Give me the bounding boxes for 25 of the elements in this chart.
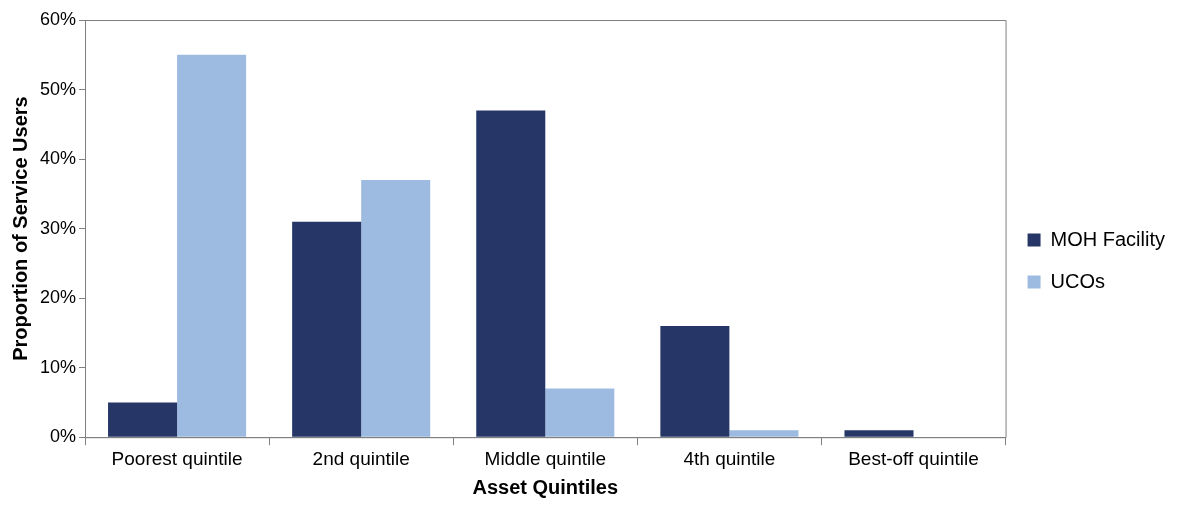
bar	[292, 221, 362, 437]
bar	[476, 110, 546, 437]
y-tick-label: 10%	[40, 356, 77, 377]
legend-label: UCOs	[1050, 269, 1106, 292]
bar	[545, 388, 615, 437]
x-tick-label: Best-off quintile	[848, 447, 979, 469]
bar	[108, 402, 178, 437]
y-axis-title: Proportion of Service Users	[8, 96, 31, 361]
bar	[361, 179, 431, 437]
y-tick-label: 20%	[40, 287, 77, 308]
bar	[177, 54, 247, 437]
bar	[660, 325, 730, 437]
y-tick-label: 30%	[40, 217, 77, 238]
bar	[844, 430, 914, 437]
y-tick-label: 60%	[40, 8, 77, 29]
y-tick-label: 40%	[40, 148, 77, 169]
x-axis-title: Asset Quintiles	[472, 475, 619, 498]
y-tick-label: 50%	[40, 78, 77, 99]
x-tick-label: Poorest quintile	[111, 447, 243, 469]
x-tick-label: Middle quintile	[484, 447, 607, 469]
y-tick-label: 0%	[50, 426, 77, 447]
x-tick-label: 4th quintile	[683, 447, 776, 469]
legend-label: MOH Facility	[1050, 227, 1166, 250]
bar	[729, 430, 799, 437]
x-tick-label: 2nd quintile	[312, 447, 410, 469]
